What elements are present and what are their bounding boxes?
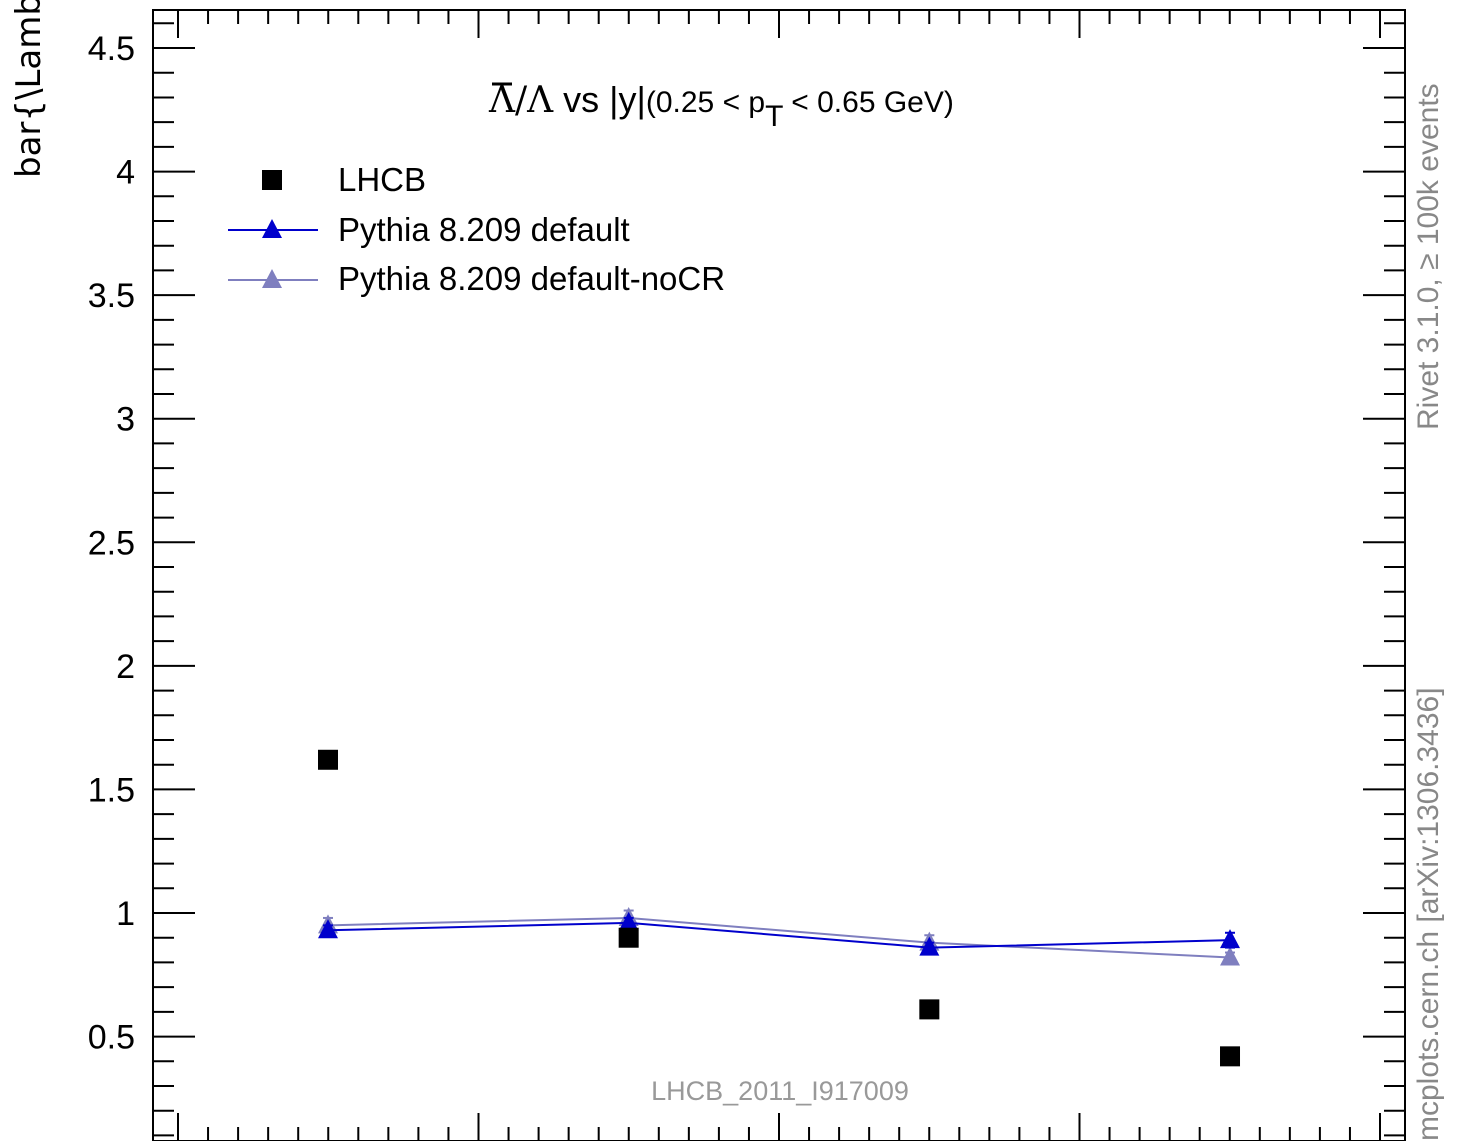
data-point-square [618,927,639,948]
data-point-square [919,999,940,1020]
y-tick-label: 1 [116,895,135,933]
legend-entry-lhcb: LHCB [262,161,426,198]
title-cut-open: (0.25 < p [646,86,765,119]
y-axis-tick-labels: 0.5 1 1.5 2 2.5 3 3.5 4 4.5 [88,30,135,1057]
y-tick-label: 4.5 [88,30,135,68]
y-axis-label: bar{\Lambda}/\Lambda [9,0,49,178]
legend-entry-pythia-nocr: Pythia 8.209 default-noCR [228,260,725,297]
analysis-id-label: LHCB_2011_I917009 [651,1076,909,1106]
series-line [327,916,1231,959]
legend-marker-square [262,170,282,190]
title-symbol: Λ [526,80,554,121]
title-slash: / [515,80,528,121]
legend-entry-pythia-default: Pythia 8.209 default [228,211,630,248]
legend-label-pythia-nocr: Pythia 8.209 default-noCR [338,260,725,297]
y-tick-label: 2 [116,648,135,686]
legend-marker-triangle [262,269,282,288]
series-pythia-8-209-default [318,911,1241,956]
data-point-triangle [318,919,338,939]
title-text: Λ/Λ vs |y|(0.25 < pT < 0.65 GeV) [488,79,954,133]
data-point-triangle [1220,929,1241,949]
data-point-square [1220,1046,1241,1067]
y-tick-label: 2.5 [88,524,135,562]
series-lhcb [318,749,1241,1067]
series-layer [318,749,1241,1067]
x-axis-ticks [177,10,1381,1141]
data-point-triangle [618,911,639,931]
y-tick-label: 3.5 [88,277,135,315]
rivet-version-label: Rivet 3.1.0, ≥ 100k events [1412,83,1445,430]
title-vs-y: vs |y| [553,79,646,120]
y-tick-label: 1.5 [88,771,135,809]
data-point-triangle [1220,946,1241,966]
y-tick-label: 3 [116,401,135,439]
legend-label-lhcb: LHCB [338,161,426,198]
data-point-square [318,749,338,770]
y-tick-label: 0.5 [88,1019,135,1057]
series-line [327,921,1231,949]
title-cut-subscript: T [765,100,783,133]
data-point-triangle [919,936,940,956]
legend-marker-triangle [262,219,282,238]
y-tick-label: 4 [116,154,135,192]
title-cut-close: < 0.65 GeV) [783,86,954,119]
legend: LHCB Pythia 8.209 default Pythia 8.209 d… [228,161,725,297]
chart-title: Λ/Λ vs |y|(0.25 < pT < 0.65 GeV) [488,79,954,133]
title-overline-symbol: Λ [488,80,516,121]
legend-label-pythia-default: Pythia 8.209 default [338,211,630,248]
mcplots-source-label: mcplots.cern.ch [arXiv:1306.3436] [1412,687,1445,1141]
y-axis-ticks [153,22,1405,1137]
